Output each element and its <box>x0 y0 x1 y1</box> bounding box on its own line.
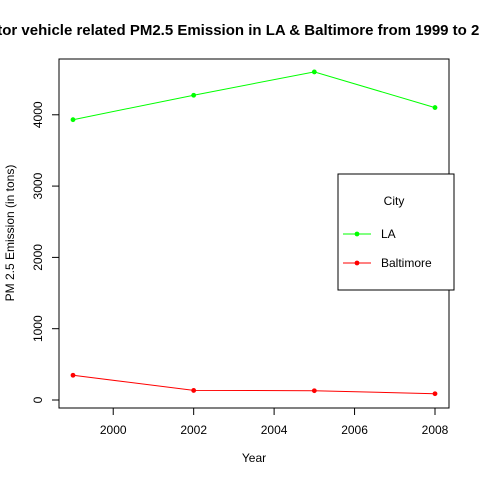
data-point-baltimore <box>311 388 317 394</box>
data-point-baltimore <box>432 391 438 397</box>
legend: City LA Baltimore <box>337 173 455 291</box>
x-tick-label: 2002 <box>180 423 207 437</box>
data-point-la <box>432 105 438 110</box>
series-line-baltimore <box>72 374 436 395</box>
y-tick-label: 2000 <box>31 244 45 271</box>
y-axis-label: PM 2.5 Emission (in tons) <box>3 165 17 302</box>
legend-title: City <box>384 194 405 208</box>
legend-marker-la <box>354 231 360 237</box>
data-point-la <box>311 69 317 75</box>
data-point-baltimore <box>191 388 197 393</box>
y-tick-label: 0 <box>31 396 45 403</box>
y-tick-label: 1000 <box>31 315 45 342</box>
y-tick-label: 4000 <box>31 101 45 128</box>
data-point-la <box>191 92 197 98</box>
x-tick-label: 2004 <box>261 423 288 437</box>
x-tick-label: 2006 <box>341 423 368 437</box>
legend-label-la: LA <box>381 227 396 241</box>
legend-box <box>337 173 455 291</box>
legend-label-baltimore: Baltimore <box>381 256 432 270</box>
data-point-la <box>70 117 76 123</box>
legend-marker-baltimore <box>354 260 360 266</box>
x-axis: 2000 2002 2004 2006 2008 <box>100 407 449 437</box>
data-point-baltimore <box>70 372 76 378</box>
x-tick-label: 2000 <box>100 423 127 437</box>
x-axis-label: Year <box>242 451 266 465</box>
series-layer <box>70 69 438 397</box>
series-line-la <box>72 71 436 121</box>
chart-title: Motor vehicle related PM2.5 Emission in … <box>0 22 480 39</box>
x-tick-label: 2008 <box>422 423 449 437</box>
y-tick-label: 3000 <box>31 172 45 199</box>
y-axis: 0 1000 2000 3000 4000 <box>31 101 60 403</box>
